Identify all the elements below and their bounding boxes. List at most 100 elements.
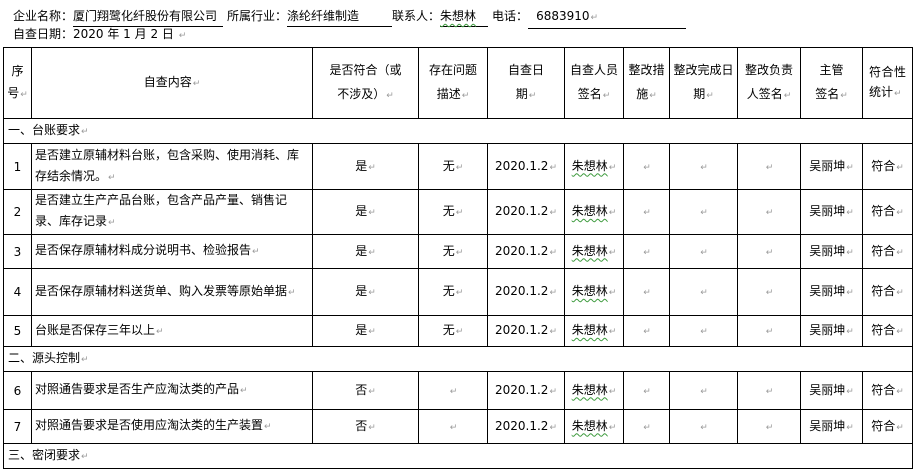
cell-no: 2 bbox=[3, 189, 32, 235]
company-info-line: 企业名称：厦门翔鹭化纤股份有限公司 所属行业：涤纶纤维制造 联系人：朱想林 电话： 68… bbox=[13, 6, 687, 29]
contact-value: 朱想林 bbox=[440, 9, 477, 23]
industry-label: 所属行业： bbox=[227, 9, 288, 23]
cell-stat: 符合 bbox=[862, 234, 913, 269]
inspector-name: 朱想林 bbox=[571, 204, 608, 218]
table-row: 5台账是否保存三年以上是无2020.1.2 朱想林 吴丽坤符合 bbox=[3, 315, 913, 347]
industry-field: 涤纶纤维制造 bbox=[287, 6, 393, 27]
company-name-value: 厦门翔鹭化纤股份有限公司 bbox=[73, 9, 218, 23]
cell-date: 2020.1.2 bbox=[487, 409, 565, 444]
cell-comply: 是 bbox=[312, 234, 419, 269]
company-label: 企业名称： bbox=[13, 9, 74, 23]
section-title: 三、密闭要求 bbox=[3, 443, 913, 469]
cell-inspector: 朱想林 bbox=[564, 371, 624, 410]
cell-measure bbox=[623, 143, 670, 190]
cell-content: 是否保存原辅材料送货单、购入发票等原始单据 bbox=[31, 268, 313, 316]
header-inspector: 自查人员签名 bbox=[564, 47, 624, 119]
cell-measure bbox=[623, 371, 670, 410]
cell-supervisor: 吴丽坤 bbox=[800, 234, 863, 269]
section-row: 三、密闭要求 bbox=[3, 443, 913, 469]
cell-supervisor: 吴丽坤 bbox=[800, 189, 863, 235]
header-date: 自查日期 bbox=[487, 47, 565, 119]
cell-owner bbox=[737, 189, 801, 235]
cell-comply: 否 bbox=[312, 409, 419, 444]
cell-content: 台账是否保存三年以上 bbox=[31, 315, 313, 347]
cell-date: 2020.1.2 bbox=[487, 315, 565, 347]
header-done-date: 整改完成日期 bbox=[669, 47, 738, 119]
cell-stat: 符合 bbox=[862, 268, 913, 316]
cell-owner bbox=[737, 234, 801, 269]
contact-label: 联系人： bbox=[392, 9, 441, 23]
cell-comply: 否 bbox=[312, 371, 419, 410]
cell-no: 3 bbox=[3, 234, 32, 269]
cell-supervisor: 吴丽坤 bbox=[800, 315, 863, 347]
cell-supervisor: 吴丽坤 bbox=[800, 409, 863, 444]
cell-inspector: 朱想林 bbox=[564, 234, 624, 269]
inspection-date-line: 自查日期：2020 年 1 月 2 日 bbox=[13, 25, 186, 45]
cell-owner bbox=[737, 315, 801, 347]
cell-done-date bbox=[669, 409, 738, 444]
cell-stat: 符合 bbox=[862, 371, 913, 410]
cell-inspector: 朱想林 bbox=[564, 143, 624, 190]
cell-issue bbox=[418, 409, 488, 444]
cell-no: 1 bbox=[3, 143, 32, 190]
inspector-name: 朱想林 bbox=[571, 243, 608, 258]
cell-issue: 无 bbox=[418, 315, 488, 347]
header-row: 序号 自查内容 是否符合（或不涉及） 存在问题描述 自查日期 自查人员签名 整改… bbox=[3, 47, 913, 119]
cell-no: 4 bbox=[3, 268, 32, 316]
header-comply: 是否符合（或不涉及） bbox=[312, 47, 419, 119]
cell-content: 是否保存原辅材料成分说明书、检验报告 bbox=[31, 234, 313, 269]
cell-content: 是否建立原辅材料台账，包含采购、使用消耗、库存结余情况。 bbox=[31, 143, 313, 190]
table-row: 6对照通告要求是否生产应淘汰类的产品否 2020.1.2 朱想林 吴丽坤符合 bbox=[3, 371, 913, 410]
cell-content: 对照通告要求是否使用应淘汰类的生产装置 bbox=[31, 409, 313, 444]
table-row: 7对照通告要求是否使用应淘汰类的生产装置否 2020.1.2 朱想林 吴丽坤符合 bbox=[3, 409, 913, 444]
cell-date: 2020.1.2 bbox=[487, 189, 565, 235]
cell-stat: 符合 bbox=[862, 409, 913, 444]
cell-date: 2020.1.2 bbox=[487, 268, 565, 316]
cell-issue: 无 bbox=[418, 234, 488, 269]
cell-measure bbox=[623, 268, 670, 316]
cell-owner bbox=[737, 143, 801, 190]
cell-done-date bbox=[669, 234, 738, 269]
cell-stat: 符合 bbox=[862, 189, 913, 235]
inspector-name: 朱想林 bbox=[571, 382, 608, 397]
inspector-name: 朱想林 bbox=[571, 284, 608, 298]
header-no: 序号 bbox=[3, 47, 32, 119]
cell-done-date bbox=[669, 268, 738, 316]
header-stat: 符合性统计 bbox=[862, 47, 913, 119]
cell-supervisor: 吴丽坤 bbox=[800, 371, 863, 410]
cell-content: 对照通告要求是否生产应淘汰类的产品 bbox=[31, 371, 313, 410]
phone-label: 电话： bbox=[492, 9, 529, 23]
cell-comply: 是 bbox=[312, 268, 419, 316]
cell-done-date bbox=[669, 143, 738, 190]
phone-value: 6883910 bbox=[536, 9, 590, 23]
header-owner: 整改负责人签名 bbox=[737, 47, 801, 119]
cell-issue: 无 bbox=[418, 143, 488, 190]
cell-comply: 是 bbox=[312, 189, 419, 235]
section-title: 二、源头控制 bbox=[3, 346, 913, 372]
cell-measure bbox=[623, 315, 670, 347]
self-inspection-table: 序号 自查内容 是否符合（或不涉及） 存在问题描述 自查日期 自查人员签名 整改… bbox=[3, 47, 913, 469]
cell-measure bbox=[623, 234, 670, 269]
header-supervisor: 主管签名 bbox=[800, 47, 863, 119]
cell-date: 2020.1.2 bbox=[487, 371, 565, 410]
cell-owner bbox=[737, 371, 801, 410]
cell-supervisor: 吴丽坤 bbox=[800, 268, 863, 316]
cell-date: 2020.1.2 bbox=[487, 143, 565, 190]
inspector-name: 朱想林 bbox=[571, 158, 608, 173]
cell-issue: 无 bbox=[418, 268, 488, 316]
cell-supervisor: 吴丽坤 bbox=[800, 143, 863, 190]
cell-measure bbox=[623, 409, 670, 444]
cell-owner bbox=[737, 268, 801, 316]
cell-done-date bbox=[669, 189, 738, 235]
cell-comply: 是 bbox=[312, 315, 419, 347]
cell-inspector: 朱想林 bbox=[564, 409, 624, 444]
industry-value: 涤纶纤维制造 bbox=[287, 9, 360, 23]
cell-no: 5 bbox=[3, 315, 32, 347]
cell-comply: 是 bbox=[312, 143, 419, 190]
phone-field: 6883910 bbox=[528, 6, 687, 29]
cell-stat: 符合 bbox=[862, 315, 913, 347]
cell-done-date bbox=[669, 371, 738, 410]
